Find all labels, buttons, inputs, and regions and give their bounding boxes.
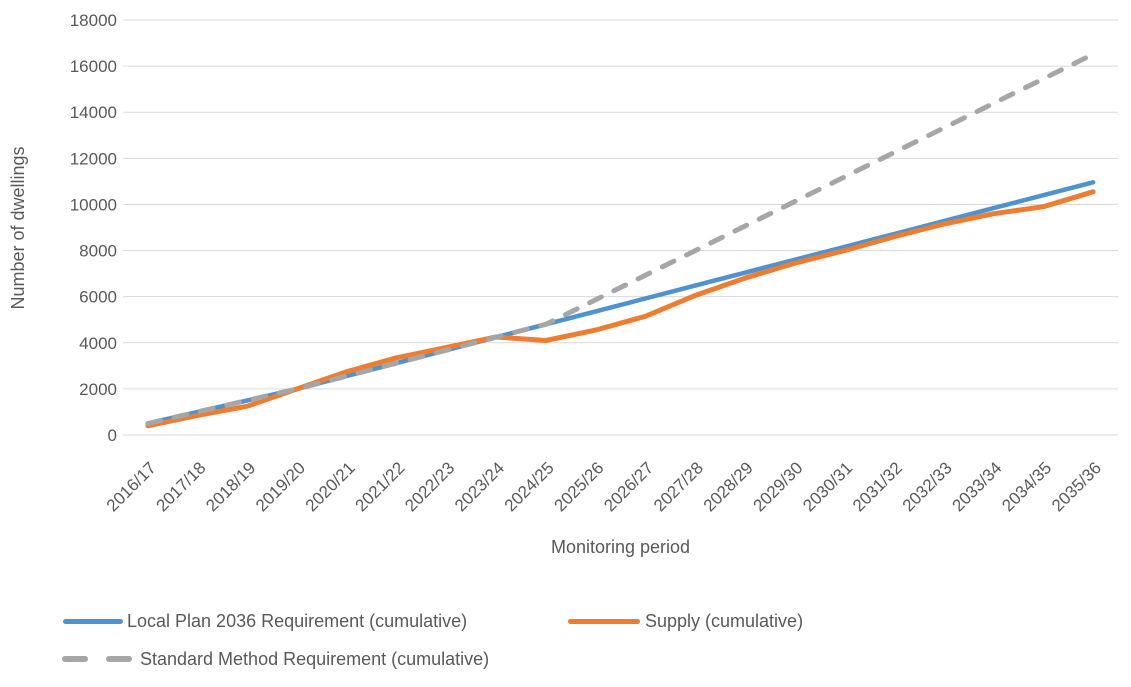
x-tick-label: 2030/31 xyxy=(799,458,856,515)
x-tick-label: 2025/26 xyxy=(551,458,608,515)
legend-swatch-standard-method-dash xyxy=(62,656,88,662)
y-tick-label: 8000 xyxy=(79,242,117,261)
y-tick-label: 4000 xyxy=(79,334,117,353)
x-tick-label: 2022/23 xyxy=(401,458,458,515)
y-tick-label: 6000 xyxy=(79,288,117,307)
series-line-standard-method-requirement-cumulative xyxy=(145,51,1096,426)
y-axis-title: Number of dwellings xyxy=(8,146,28,310)
x-tick-label: 2023/24 xyxy=(451,458,508,515)
x-tick-label: 2029/30 xyxy=(750,458,807,515)
y-tick-label: 14000 xyxy=(70,103,117,122)
x-tick-label: 2035/36 xyxy=(1048,458,1105,515)
series-line-local-plan-2036-requirement-cumulative xyxy=(145,180,1096,426)
x-tick-label: 2028/29 xyxy=(700,458,757,515)
x-tick-label: 2027/28 xyxy=(650,458,707,515)
x-tick-label: 2017/18 xyxy=(153,458,210,515)
x-tick-label: 2021/22 xyxy=(352,458,409,515)
x-axis-title: Monitoring period xyxy=(550,537,691,557)
x-tick-label: 2034/35 xyxy=(998,458,1055,515)
x-tick-label: 2031/32 xyxy=(849,458,906,515)
y-tick-label: 18000 xyxy=(70,11,117,30)
legend-swatch-standard-method-dash xyxy=(106,656,132,662)
x-tick-label: 2019/20 xyxy=(252,458,309,515)
y-tick-label: 2000 xyxy=(79,380,117,399)
y-tick-label: 16000 xyxy=(70,57,117,76)
x-tick-label: 2018/19 xyxy=(202,458,259,515)
x-tick-label: 2026/27 xyxy=(600,458,657,515)
legend-label-supply: Supply (cumulative) xyxy=(645,611,804,631)
x-tick-label: 2033/34 xyxy=(949,458,1006,515)
legend-swatch-supply xyxy=(568,619,640,624)
legend-label-local-plan-requirement: Local Plan 2036 Requirement (cumulative) xyxy=(127,611,468,631)
y-tick-label: 12000 xyxy=(70,149,117,168)
legend-label-standard-method-requirement: Standard Method Requirement (cumulative) xyxy=(140,649,490,669)
x-tick-label: 2032/33 xyxy=(899,458,956,515)
y-tick-label: 10000 xyxy=(70,195,117,214)
x-tick-label: 2024/25 xyxy=(501,458,558,515)
x-tick-label: 2020/21 xyxy=(302,458,359,515)
x-tick-label: 2016/17 xyxy=(103,458,160,515)
legend-swatch-local-plan-requirement xyxy=(63,619,123,624)
y-tick-label: 0 xyxy=(108,426,117,445)
